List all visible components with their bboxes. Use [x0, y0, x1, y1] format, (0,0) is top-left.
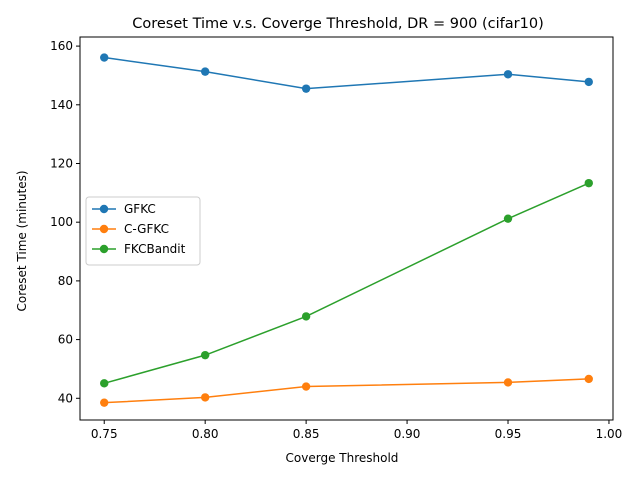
y-axis-label: Coreset Time (minutes): [15, 170, 29, 311]
data-point-fkcbandit: [503, 214, 513, 223]
data-point-gfkc: [301, 84, 311, 93]
data-point-fkcbandit: [100, 379, 109, 388]
y-tick-label: 60: [58, 333, 73, 347]
x-tick-label: 0.80: [192, 427, 219, 441]
x-tick-label: 0.95: [495, 427, 522, 441]
x-tick-label: 1.00: [596, 427, 623, 441]
data-point-fkcbandit: [200, 350, 210, 360]
data-point-gfkc: [100, 53, 109, 62]
y-tick-label: 100: [50, 215, 73, 229]
data-point-fkcbandit: [584, 178, 593, 188]
series-line-c-gfkc: [104, 378, 589, 404]
chart-title: Coreset Time v.s. Coverge Threshold, DR …: [132, 16, 544, 32]
y-tick-label: 80: [58, 274, 73, 288]
data-point-fkcbandit: [301, 312, 311, 321]
data-point-c-gfkc: [584, 374, 593, 384]
series-layer: [100, 53, 593, 407]
x-axis-label: Coverge Threshold: [286, 451, 399, 465]
y-tick-label: 40: [58, 391, 73, 405]
legend-label: C-GFKC: [124, 222, 169, 236]
y-axis: 40 60 80 100 120 140 160: [50, 39, 80, 405]
y-tick-label: 120: [50, 156, 73, 170]
plot-frame: [79, 36, 614, 421]
legend-marker: [99, 204, 109, 214]
x-axis: 0.75 0.80 0.85 0.90 0.95 1.00: [91, 420, 622, 441]
data-point-c-gfkc: [503, 378, 513, 387]
legend-marker: [99, 224, 109, 234]
x-tick-label: 0.90: [394, 427, 421, 441]
data-point-gfkc: [584, 77, 593, 87]
series-line-gfkc: [104, 56, 589, 90]
y-tick-label: 140: [50, 98, 73, 112]
data-point-gfkc: [503, 70, 513, 79]
legend-label: GFKC: [124, 202, 156, 216]
y-tick-label: 160: [50, 39, 73, 53]
x-tick-label: 0.75: [91, 427, 118, 441]
data-point-c-gfkc: [100, 398, 109, 407]
data-point-c-gfkc: [301, 382, 311, 391]
legend-box: [85, 196, 201, 266]
legend-label: FKCBandit: [124, 242, 186, 256]
legend: GFKC C-GFKC FKCBandit: [85, 196, 201, 266]
data-point-gfkc: [200, 67, 210, 76]
data-point-c-gfkc: [200, 393, 210, 402]
legend-marker: [99, 244, 109, 254]
x-tick-label: 0.85: [293, 427, 320, 441]
